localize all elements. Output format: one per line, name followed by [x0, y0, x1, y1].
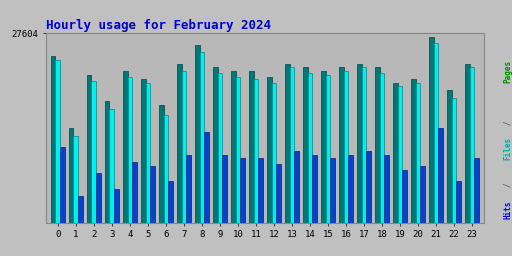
Bar [249, 71, 253, 223]
Text: /: / [503, 121, 512, 125]
Bar [195, 45, 200, 223]
Bar [105, 101, 110, 223]
Bar [380, 73, 385, 223]
Bar [321, 71, 326, 223]
Bar [182, 71, 186, 223]
Bar [127, 77, 132, 223]
Bar [290, 67, 294, 223]
Bar [276, 164, 281, 223]
Text: Hits: Hits [503, 201, 512, 219]
Bar [330, 158, 335, 223]
Bar [375, 67, 380, 223]
Bar [168, 181, 173, 223]
Text: Hourly usage for February 2024: Hourly usage for February 2024 [46, 19, 271, 32]
Text: Files: Files [503, 137, 512, 160]
Bar [200, 52, 204, 223]
Bar [393, 82, 398, 223]
Bar [267, 77, 272, 223]
Bar [150, 166, 155, 223]
Bar [78, 196, 83, 223]
Bar [145, 82, 150, 223]
Bar [114, 189, 119, 223]
Bar [416, 82, 420, 223]
Bar [96, 174, 101, 223]
Bar [213, 67, 218, 223]
Text: /: / [503, 182, 512, 187]
Bar [344, 71, 348, 223]
Bar [258, 158, 263, 223]
Bar [429, 37, 434, 223]
Bar [218, 73, 222, 223]
Bar [348, 155, 353, 223]
Bar [465, 63, 470, 223]
Bar [55, 60, 60, 223]
Bar [186, 155, 191, 223]
Bar [123, 71, 127, 223]
Bar [177, 63, 182, 223]
Bar [457, 181, 461, 223]
Bar [69, 128, 73, 223]
Bar [231, 71, 236, 223]
Bar [132, 162, 137, 223]
Bar [420, 166, 425, 223]
Bar [159, 105, 163, 223]
Bar [357, 63, 361, 223]
Bar [303, 67, 308, 223]
Bar [402, 170, 407, 223]
Bar [240, 158, 245, 223]
Bar [308, 73, 312, 223]
Bar [141, 79, 145, 223]
Bar [438, 128, 443, 223]
Bar [361, 67, 367, 223]
Bar [447, 90, 452, 223]
Bar [475, 158, 479, 223]
Bar [163, 115, 168, 223]
Bar [204, 132, 209, 223]
Bar [60, 147, 65, 223]
Text: Pages: Pages [503, 60, 512, 83]
Bar [326, 75, 330, 223]
Bar [51, 56, 55, 223]
Bar [411, 79, 416, 223]
Bar [272, 82, 276, 223]
Bar [294, 151, 299, 223]
Bar [236, 77, 240, 223]
Bar [285, 63, 290, 223]
Bar [452, 98, 457, 223]
Bar [398, 86, 402, 223]
Bar [87, 75, 92, 223]
Bar [470, 67, 475, 223]
Bar [73, 136, 78, 223]
Bar [339, 67, 344, 223]
Bar [312, 155, 317, 223]
Bar [367, 151, 371, 223]
Bar [92, 81, 96, 223]
Bar [385, 155, 389, 223]
Bar [253, 79, 258, 223]
Bar [110, 109, 114, 223]
Bar [434, 43, 438, 223]
Bar [222, 155, 227, 223]
